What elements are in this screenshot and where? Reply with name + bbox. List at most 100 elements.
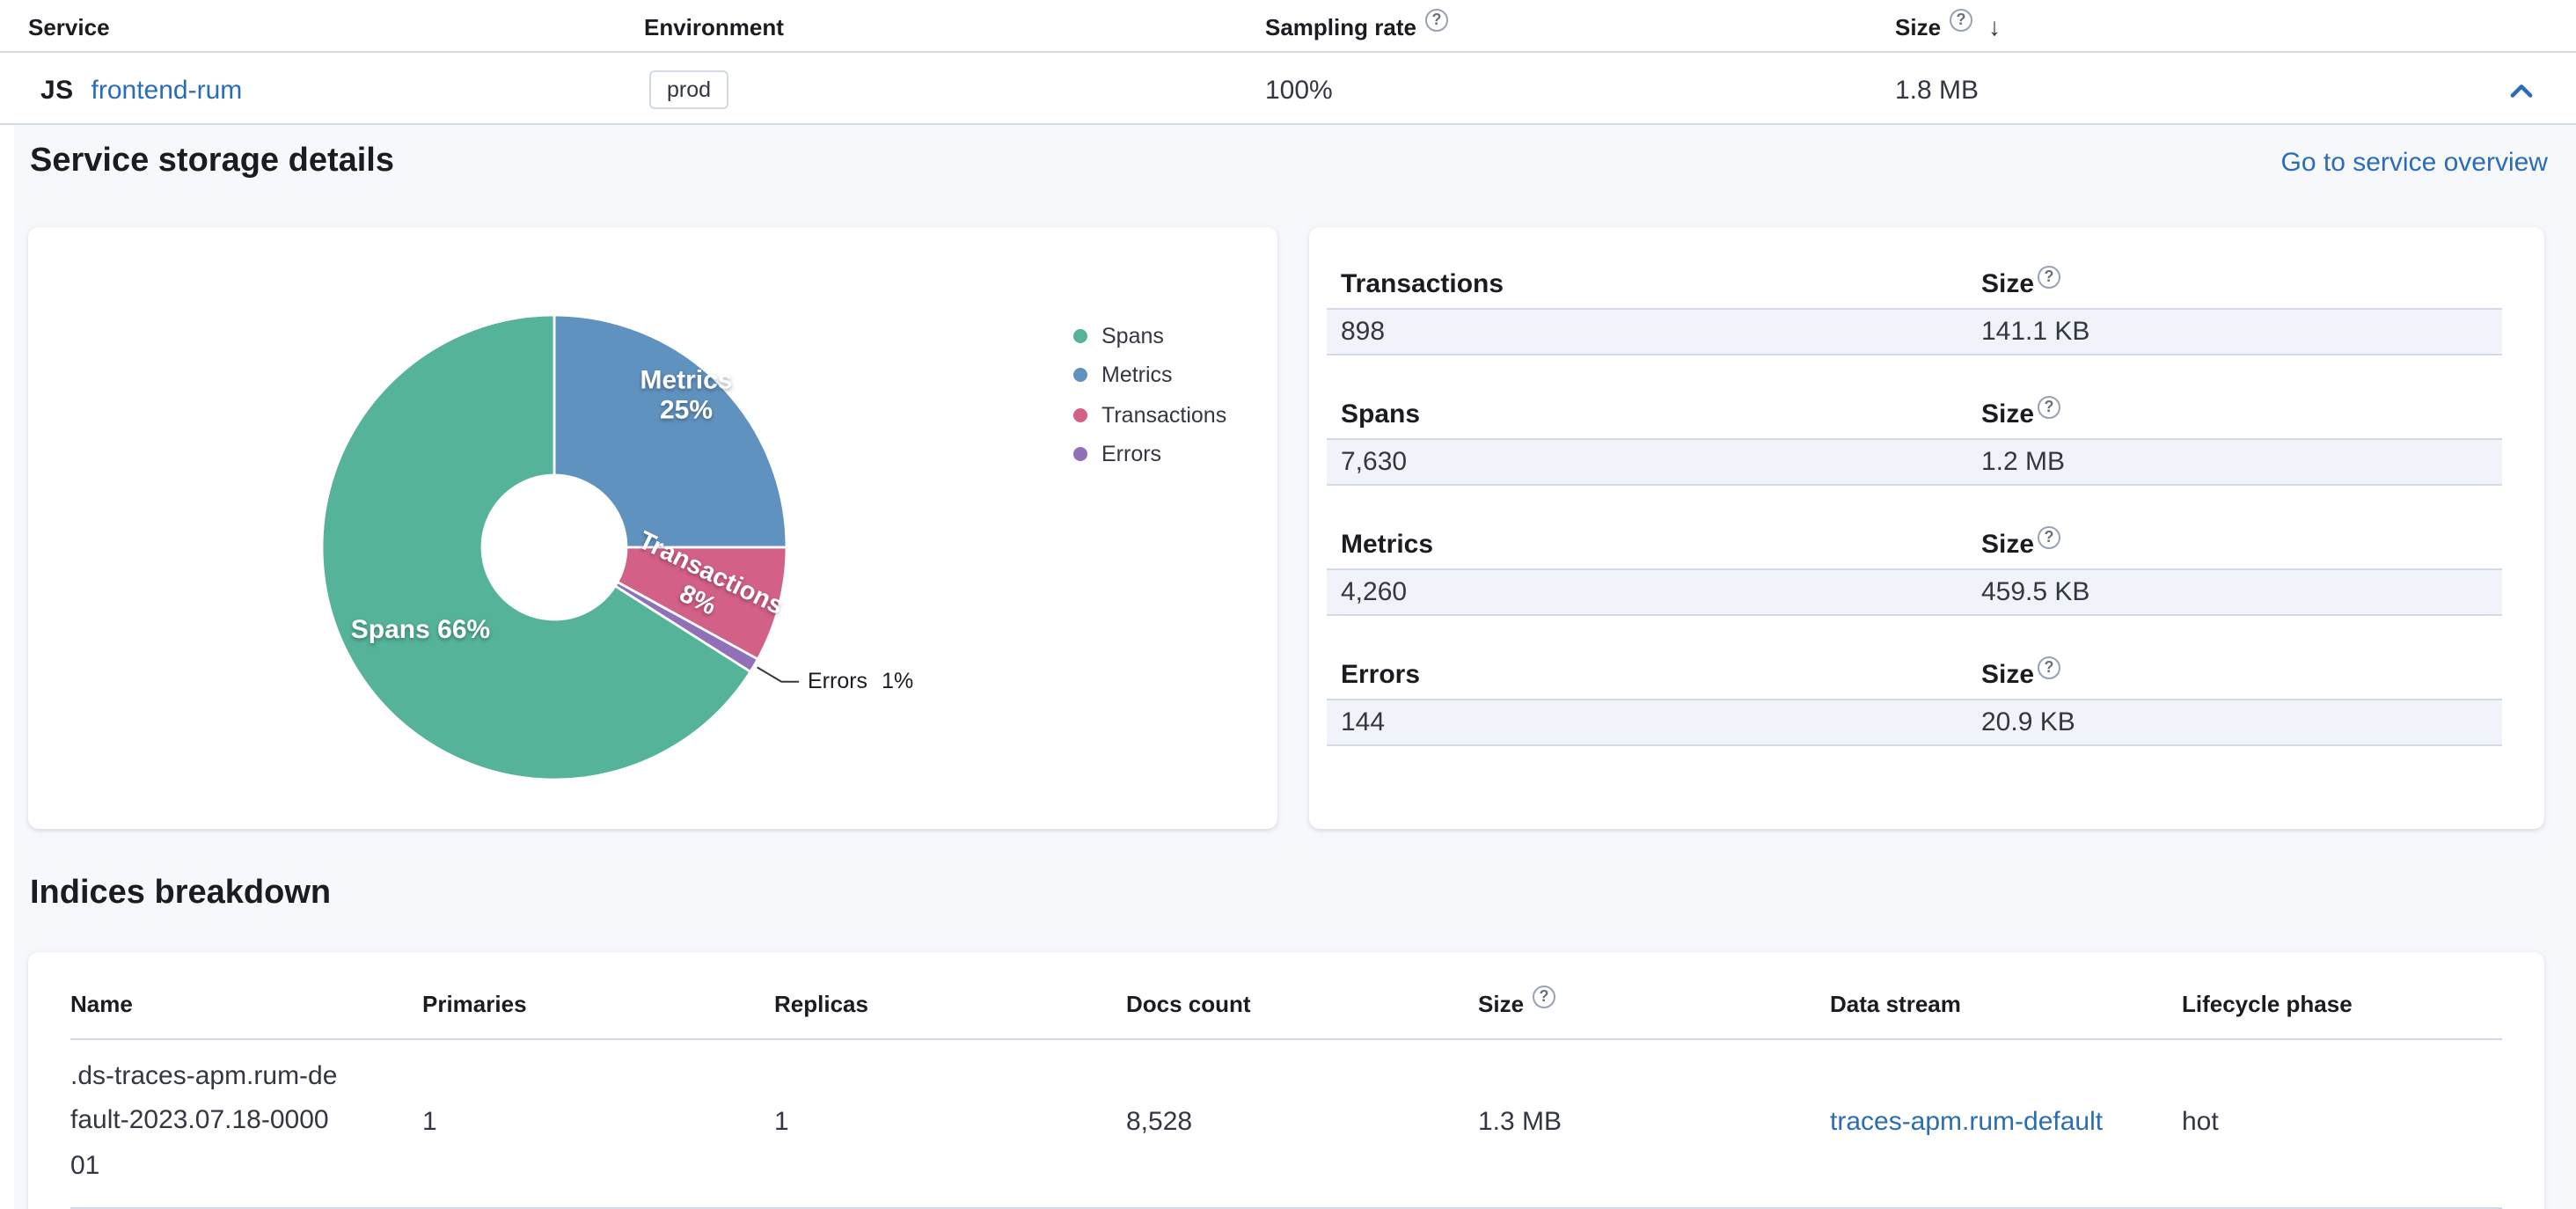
index-name-cell: .ds-traces-apm.rum-default-2023.07.18-00… [70, 1061, 338, 1181]
stat-size-value: 459.5 KB [1981, 577, 2090, 607]
legend-label: Transactions [1101, 402, 1227, 428]
column-header-replicas: Replicas [774, 991, 868, 1017]
question-circle-icon[interactable] [2038, 396, 2061, 419]
stat-values-row: 898 141.1 KB [1327, 308, 2502, 355]
question-circle-icon[interactable] [1950, 8, 1973, 31]
column-header-service: Service [28, 0, 110, 53]
donut-slice-spans[interactable] [320, 313, 752, 781]
column-header-lifecycle-phase: Lifecycle phase [2182, 991, 2353, 1017]
column-header-service-label: Service [28, 13, 110, 40]
legend-label: Errors [1101, 442, 1162, 467]
question-circle-icon[interactable] [2038, 526, 2061, 549]
stat-transactions: Transactions Size 898 141.1 KB [1327, 266, 2502, 355]
index-lifecycle-phase-cell: hot [2182, 1106, 2219, 1137]
column-header-environment: Environment [644, 0, 784, 53]
column-header-primaries: Primaries [422, 991, 527, 1017]
question-circle-icon[interactable] [2038, 266, 2061, 289]
stat-errors: Errors Size 144 20.9 KB [1327, 656, 2502, 746]
storage-donut-chart[interactable] [28, 227, 1277, 829]
service-storage-details-section: Service storage details Go to service ov… [14, 125, 2576, 1209]
service-name-link[interactable]: frontend-rum [91, 75, 243, 105]
slice-label-metrics-pct: 25% [659, 396, 714, 426]
stat-size-value: 1.2 MB [1981, 447, 2066, 477]
question-circle-icon[interactable] [2038, 656, 2061, 679]
storage-donut-panel: Metrics 25% Transactions 8% Spans 66% Er… [28, 227, 1277, 829]
go-to-service-overview-link[interactable]: Go to service overview [2280, 148, 2548, 178]
indices-breakdown-panel: Name Primaries Replicas Docs count Size … [28, 952, 2544, 1209]
stat-size-value: 20.9 KB [1981, 707, 2075, 737]
slice-label-spans-name: Spans [350, 614, 430, 645]
stat-metrics: Metrics Size 4,260 459.5 KB [1327, 526, 2502, 616]
legend-label: Spans [1101, 324, 1164, 348]
stat-size-label: Size [1981, 399, 2035, 429]
legend-item-metrics[interactable]: Metrics [1073, 362, 1226, 390]
stat-size-label: Size [1981, 660, 2035, 690]
stat-spans: Spans Size 7,630 1.2 MB [1327, 396, 2502, 486]
slice-label-metrics: Metrics 25% [640, 366, 732, 427]
stat-size-value: 141.1 KB [1981, 317, 2090, 347]
stat-values-row: 7,630 1.2 MB [1327, 438, 2502, 486]
stat-size-label: Size [1981, 269, 2035, 299]
index-size-cell: 1.3 MB [1478, 1106, 1562, 1137]
sort-down-icon[interactable] [1988, 12, 2001, 40]
section-title: Service storage details [30, 143, 394, 180]
data-stream-link[interactable]: traces-apm.rum-default [1830, 1106, 2104, 1137]
slice-label-spans: Spans 66% [351, 615, 490, 646]
stat-label: Transactions [1341, 269, 1504, 299]
legend-item-errors[interactable]: Errors [1073, 440, 1226, 468]
slice-callout-errors: Errors 1% [808, 667, 913, 695]
column-header-size[interactable]: Size [1895, 0, 2001, 53]
column-header-name: Name [70, 991, 133, 1017]
legend-label: Metrics [1101, 363, 1173, 388]
index-primaries-cell: 1 [422, 1106, 437, 1137]
column-header-sampling-rate: Sampling rate [1265, 0, 1448, 53]
legend-dot [1073, 447, 1087, 462]
slice-label-spans-pct: 66% [437, 614, 491, 645]
column-header-environment-label: Environment [644, 13, 784, 40]
stat-values-row: 4,260 459.5 KB [1327, 568, 2502, 616]
service-table-header: Service Environment Sampling rate Size [0, 0, 2576, 53]
indices-breakdown-title: Indices breakdown [30, 875, 332, 912]
size-value: 1.8 MB [1895, 75, 1980, 105]
environment-badge: prod [649, 70, 729, 109]
slice-callout-errors-pct: 1% [882, 669, 914, 693]
donut-slice-metrics[interactable] [553, 313, 788, 549]
slice-callout-errors-name: Errors [808, 669, 868, 693]
errors-callout-line [757, 666, 800, 683]
legend-item-spans[interactable]: Spans [1073, 322, 1226, 350]
chart-legend: Spans Metrics Transactions Errors [1073, 322, 1226, 468]
indices-table-header: Name Primaries Replicas Docs count Size … [70, 952, 2502, 1040]
legend-dot [1073, 407, 1087, 422]
size-cell: 1.8 MB [1895, 55, 1979, 125]
signal-type-stats-panel: Transactions Size 898 141.1 KB Spans Siz… [1309, 227, 2544, 829]
question-circle-icon[interactable] [1533, 986, 1556, 1008]
collapse-row-button[interactable] [2506, 76, 2537, 107]
stat-label: Metrics [1341, 530, 1434, 560]
index-replicas-cell: 1 [774, 1106, 789, 1137]
column-header-sampling-rate-label: Sampling rate [1265, 13, 1416, 40]
stat-count-value: 898 [1341, 317, 1386, 347]
stat-label: Errors [1341, 660, 1421, 690]
legend-item-transactions[interactable]: Transactions [1073, 401, 1226, 429]
chevron-up-icon [2510, 84, 2533, 98]
stat-count-value: 144 [1341, 707, 1386, 737]
stat-count-value: 4,260 [1341, 577, 1408, 607]
sampling-rate-value: 100% [1265, 75, 1333, 105]
stat-label: Spans [1341, 399, 1421, 429]
question-circle-icon[interactable] [1424, 8, 1448, 31]
service-row: JS frontend-rum prod 100% 1.8 MB [0, 55, 2576, 125]
legend-dot [1073, 368, 1087, 383]
slice-label-metrics-name: Metrics [640, 365, 733, 396]
index-docs-count-cell: 8,528 [1126, 1106, 1193, 1137]
column-header-data-stream: Data stream [1830, 991, 1961, 1017]
service-cell: JS frontend-rum [40, 55, 242, 125]
column-header-index-size: Size [1478, 986, 1830, 1038]
index-table-row: .ds-traces-apm.rum-default-2023.07.18-00… [70, 1040, 2502, 1209]
legend-dot [1073, 329, 1087, 343]
environment-cell: prod [649, 55, 729, 125]
js-agent-icon: JS [40, 75, 74, 105]
stat-count-value: 7,630 [1341, 447, 1408, 477]
stat-values-row: 144 20.9 KB [1327, 699, 2502, 746]
index-data-stream-cell: traces-apm.rum-default [1830, 1106, 2182, 1136]
